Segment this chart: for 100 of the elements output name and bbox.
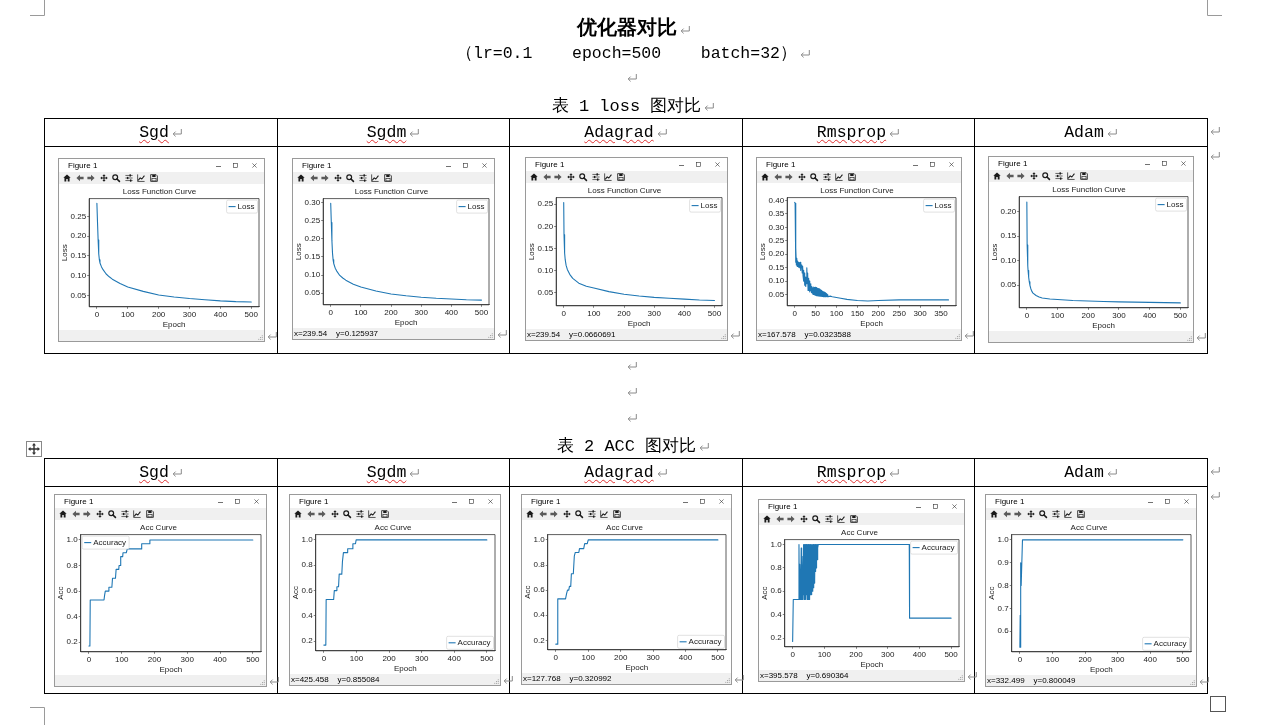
y-tick-label: 1.0 <box>301 535 314 545</box>
chart-title: Acc Curve <box>606 523 644 532</box>
y-axis-title: Acc <box>760 586 769 600</box>
x-tick-label: 100 <box>354 307 369 317</box>
chart-title: Acc Curve <box>1070 523 1108 532</box>
text: 表 2 ACC 图对比 <box>556 437 697 456</box>
x-tick-label: 0 <box>328 307 334 317</box>
x-tick-label: 100 <box>1050 310 1065 320</box>
x-axis-title: Epoch <box>394 318 418 328</box>
y-tick-label: 1.0 <box>997 535 1010 545</box>
caption: Figure 1 <box>302 161 332 170</box>
x-tick-label: 0 <box>553 652 559 662</box>
x-tick-label: 300 <box>414 307 429 317</box>
y-tick-label: 0.10 <box>768 276 785 286</box>
legend-label: Accuracy <box>1153 639 1187 648</box>
x-tick-label: 300 <box>180 654 195 664</box>
x-tick-label: 500 <box>474 307 489 317</box>
y-tick-label: 0.2 <box>66 637 79 647</box>
y-axis-title: Acc <box>987 586 996 600</box>
x-tick-label: 200 <box>1078 654 1093 664</box>
x-tick-label: 500 <box>707 308 722 318</box>
y-tick-label: 0.20 <box>70 231 87 241</box>
y-tick-label: 0.4 <box>301 611 314 621</box>
x-tick-label: 200 <box>382 653 397 663</box>
y-tick-label: 0.4 <box>533 610 546 620</box>
x-tick-label: 400 <box>912 649 927 659</box>
caption: Figure 1 <box>998 159 1028 168</box>
x-tick-label: 200 <box>1081 310 1096 320</box>
chart-title: Loss Function Curve <box>354 187 429 196</box>
text: （lr=0.1 epoch=500 batch=32） <box>456 44 797 63</box>
x-tick-label: 400 <box>1142 310 1157 320</box>
chart-title: Loss Function Curve <box>1052 185 1127 194</box>
y-tick-label: 0.6 <box>533 585 546 595</box>
legend-label: Loss <box>1166 199 1184 209</box>
x-axis-title: Epoch <box>394 664 417 674</box>
x-tick-label: 500 <box>944 649 959 659</box>
text: 表 1 loss 图对比 <box>551 97 702 116</box>
legend-label: Loss <box>467 201 485 211</box>
y-tick-label: 0.15 <box>304 252 321 262</box>
y-tick-label: 0.8 <box>66 560 79 570</box>
y-tick-label: 0.4 <box>66 611 79 621</box>
x-tick-label: 100 <box>587 308 602 318</box>
caption: Figure 1 <box>64 497 94 506</box>
text: Rmsprop <box>816 123 887 142</box>
y-tick-label: 0.15 <box>1000 231 1017 241</box>
y-tick-label: 0.20 <box>304 234 321 244</box>
text: x=332.499 y=0.800049 <box>987 676 1076 685</box>
x-tick-label: 0 <box>561 308 567 318</box>
x-tick-label: 100 <box>581 652 596 662</box>
x-tick-label: 500 <box>246 654 261 664</box>
y-tick-label: 1.0 <box>533 535 546 545</box>
x-axis-title: Epoch <box>159 665 183 675</box>
caption: Figure 1 <box>766 160 796 169</box>
y-tick-label: 0.8 <box>770 563 783 573</box>
x-tick-label: 300 <box>414 653 429 663</box>
text: x=395.578 y=0.690364 <box>760 671 849 680</box>
text: Adagrad <box>584 463 654 482</box>
x-tick-label: 400 <box>678 652 693 662</box>
y-tick-label: 0.05 <box>1000 280 1017 290</box>
text: Sgdm <box>366 463 407 482</box>
text: Adam <box>1064 463 1104 482</box>
text: x=127.768 y=0.320992 <box>523 674 612 683</box>
x-tick-label: 100 <box>817 649 832 659</box>
legend-label: Accuracy <box>457 638 491 647</box>
chart-title: Acc Curve <box>841 528 879 537</box>
caption: Figure 1 <box>299 497 329 506</box>
y-tick-label: 0.15 <box>768 262 785 272</box>
x-tick-label: 100 <box>121 309 135 319</box>
text: Rmsprop <box>816 463 887 482</box>
text: Adam <box>1064 123 1104 142</box>
x-tick-label: 0 <box>86 654 92 664</box>
y-tick-label: 0.10 <box>537 265 554 275</box>
x-axis-title: Epoch <box>627 319 651 329</box>
x-tick-label: 350 <box>934 308 949 318</box>
y-tick-label: 0.6 <box>66 586 79 596</box>
chart-title: Loss Function Curve <box>820 186 895 195</box>
x-axis-title: Epoch <box>1090 665 1113 675</box>
x-tick-label: 100 <box>349 653 364 663</box>
chart-title: Loss Function Curve <box>587 186 662 195</box>
y-tick-label: 0.20 <box>1000 206 1017 216</box>
y-tick-label: 0.8 <box>533 560 546 570</box>
x-axis-title: Epoch <box>625 663 649 673</box>
y-tick-label: 1.0 <box>66 535 79 545</box>
y-axis-title: Acc <box>523 585 532 599</box>
y-tick-label: 0.10 <box>70 270 87 280</box>
y-tick-label: 0.2 <box>770 633 783 643</box>
y-tick-label: 0.8 <box>997 580 1010 590</box>
x-tick-label: 500 <box>244 309 259 319</box>
x-tick-label: 500 <box>1173 310 1188 320</box>
caption: Figure 1 <box>531 497 561 506</box>
x-tick-label: 300 <box>1112 310 1127 320</box>
y-axis-title: Acc <box>56 586 65 600</box>
text: x=425.458 y=0.855084 <box>291 675 380 684</box>
legend-label: Accuracy <box>921 542 955 552</box>
y-tick-label: 1.0 <box>770 539 783 549</box>
x-tick-label: 300 <box>913 308 928 318</box>
x-tick-label: 500 <box>1176 654 1191 664</box>
x-tick-label: 0 <box>1017 654 1023 664</box>
chart-title: Acc Curve <box>374 523 412 532</box>
text: Sgd <box>139 123 169 142</box>
